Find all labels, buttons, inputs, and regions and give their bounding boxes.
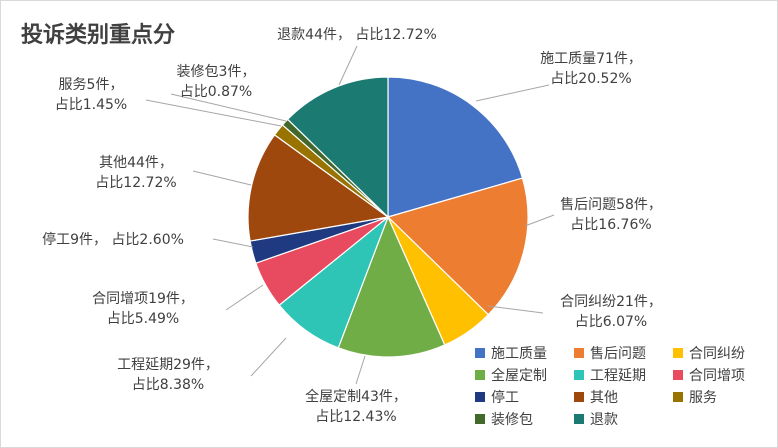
leader-line-3 [487,305,544,314]
legend-swatch-1 [475,348,485,358]
data-label-10: 装修包3件，占比0.87% [177,64,256,100]
leader-line-11 [338,45,358,86]
legend-label-1: 施工质量 [491,346,547,362]
legend-label-5: 工程延期 [590,368,646,384]
leader-line-8 [192,170,252,186]
legend-label-9: 服务 [689,390,717,406]
data-label-1: 施工质量71件，占比20.52% [540,51,642,87]
legend-swatch-2 [574,348,584,358]
legend-swatch-4 [475,370,485,380]
leader-lines [145,45,555,385]
data-label-6: 合同增项19件，占比5.49% [92,291,194,327]
legend-swatch-7 [475,392,485,402]
data-label-11: 退款44件， 占比12.72% [277,27,437,43]
leader-line-7 [212,238,254,248]
legend-label-2: 售后问题 [590,346,646,362]
legend-swatch-8 [574,392,584,402]
leader-line-1 [475,84,550,102]
leader-line-4 [355,355,366,385]
pie-slice-4 [337,215,446,358]
legend-label-7: 停工 [491,389,519,406]
data-label-3: 合同纠纷21件，占比6.07% [560,294,662,330]
legend-label-11: 退款 [590,412,618,428]
leader-line-10 [170,93,287,122]
data-label-7: 停工9件， 占比2.60% [42,231,184,248]
legend-label-10: 装修包 [491,412,533,428]
pie-slice-8 [247,134,390,242]
legend-swatch-10 [475,414,485,424]
pie-slice-2 [386,177,529,316]
leader-line-9 [145,99,282,127]
legend-swatch-6 [673,370,683,380]
leader-line-2 [524,214,555,227]
legend-swatch-11 [574,414,584,424]
legend-label-3: 合同纠纷 [689,346,745,362]
chart-title: 投诉类别重点分 [21,22,175,48]
data-label-8: 其他44件，占比12.72% [95,155,176,191]
pie-slice-1 [387,76,524,218]
legend-swatch-9 [673,392,683,402]
data-label-5: 工程延期29件，占比8.38% [117,357,219,393]
data-label-9: 服务5件，占比1.45% [55,77,127,113]
pie-slices [247,76,529,358]
data-labels: 施工质量71件，占比20.52% 售后问题58件，占比16.76% 合同纠纷21件，… [42,27,662,425]
pie-slice-11 [286,76,389,219]
legend-swatch-3 [673,348,683,358]
leader-line-5 [250,337,287,377]
legend-label-8: 其他 [590,390,618,406]
legend-label-6: 合同增项 [689,368,745,384]
leader-line-6 [225,284,264,311]
legend-swatch-5 [574,370,584,380]
data-label-4: 全屋定制43件，占比12.43% [305,388,407,425]
legend-label-4: 全屋定制 [491,367,547,384]
data-label-2: 售后问题58件，占比16.76% [560,197,662,233]
